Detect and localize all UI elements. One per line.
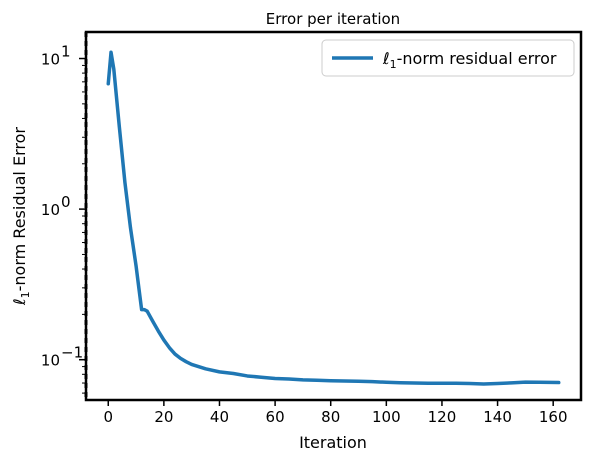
y-axis-label-symbol: ℓ — [10, 298, 29, 306]
chart-title: Error per iteration — [266, 10, 400, 28]
y-axis-label-subscript: 1 — [19, 291, 32, 298]
y-axis-label: ℓ1-norm Residual Error — [10, 127, 32, 306]
y-tick-exponent: 0 — [61, 193, 71, 211]
legend-entry-subscript: 1 — [390, 58, 397, 71]
y-tick-label: 10 — [41, 352, 60, 370]
x-tick-label: 160 — [539, 408, 568, 426]
legend-entry-text: -norm residual error — [397, 49, 557, 68]
series-layer — [106, 50, 561, 386]
x-tick-label: 60 — [266, 408, 285, 426]
x-tick-label: 140 — [483, 408, 512, 426]
y-tick-exponent: −1 — [61, 344, 83, 362]
y-tick-exponent: 1 — [61, 43, 71, 61]
series-line — [106, 50, 561, 386]
y-tick-label: 10 — [41, 201, 60, 219]
legend-entry-symbol: ℓ — [382, 49, 390, 68]
legend-box — [321, 39, 575, 77]
plot-frame — [84, 30, 583, 402]
x-tick-label: 0 — [103, 408, 113, 426]
legend: ℓ1-norm residual error — [321, 39, 575, 77]
x-tick-label: 80 — [321, 408, 340, 426]
x-axis-label: Iteration — [299, 433, 367, 452]
y-axis-label-text: -norm Residual Error — [10, 127, 29, 292]
y-tick-label: 10 — [41, 51, 60, 69]
x-tick-label: 120 — [428, 408, 457, 426]
x-tick-label: 40 — [210, 408, 229, 426]
x-tick-label: 20 — [154, 408, 173, 426]
legend-entry-label: ℓ1-norm residual error — [382, 49, 557, 71]
x-axis-ticks: 0 20 40 60 80 100 120 140 160 — [103, 400, 568, 426]
x-tick-label: 100 — [372, 408, 401, 426]
